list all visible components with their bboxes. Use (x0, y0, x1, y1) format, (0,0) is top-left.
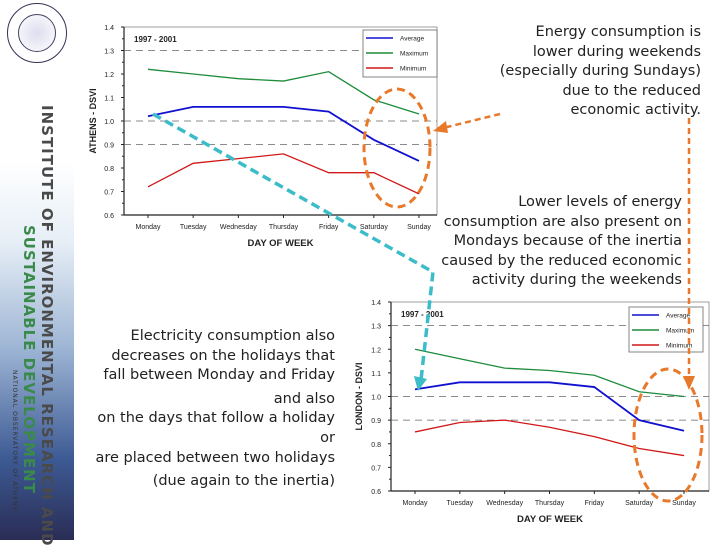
y-tick-label: 0.9 (104, 143, 114, 150)
x-tick-label: Friday (585, 500, 605, 507)
y-axis-label: LONDON - DSVI (354, 362, 364, 430)
legend-label-minimum: Minimum (400, 66, 426, 73)
x-tick-label: Wednesday (486, 500, 523, 507)
chart-athens: 0.6 0.7 0.8 0.9 1.0 1.1 1.2 1.3 1.4 Monday Tuesday… (88, 25, 437, 249)
legend-label-average: Average (666, 313, 690, 320)
chart-london: 0.6 0.7 0.8 0.9 1.0 1.1 1.2 1.3 1.4 Monday Tuesday… (354, 300, 709, 525)
x-tick-label: Thursday (269, 224, 299, 231)
series-line-maximum (415, 349, 684, 396)
x-tick-label: Tuesday (447, 500, 474, 507)
x-tick-label: Sunday (672, 500, 696, 507)
x-axis-label: DAY OF WEEK (248, 238, 314, 249)
y-tick-label: 1.0 (371, 395, 381, 402)
x-tick-label: Friday (319, 224, 339, 231)
y-tick-label: 1.2 (104, 72, 114, 79)
y-axis-label: ATHENS - DSVI (88, 88, 98, 153)
x-axis-label: DAY OF WEEK (517, 514, 583, 525)
y-tick-label: 1.4 (104, 25, 114, 32)
y-tick-label: 1.3 (104, 49, 114, 56)
y-tick-label: 1.3 (371, 324, 381, 331)
x-tick-label: Monday (403, 500, 428, 507)
weekend-highlight-ellipse-london (634, 369, 702, 501)
series-line-minimum (415, 420, 684, 455)
chart-period-label: 1997 - 2001 (401, 310, 444, 319)
arrow-to-athens-weekend (443, 114, 500, 128)
y-tick-label: 1.2 (371, 347, 381, 354)
series-line-average (148, 107, 419, 161)
y-tick-label: 1.1 (104, 96, 114, 103)
y-tick-label: 0.7 (104, 190, 114, 197)
x-tick-label: Monday (136, 224, 161, 231)
y-tick-label: 0.6 (104, 213, 114, 220)
x-tick-label: Thursday (535, 500, 565, 507)
x-tick-label: Sunday (407, 224, 431, 231)
y-tick-label: 0.6 (371, 489, 381, 496)
y-tick-label: 1.4 (371, 300, 381, 307)
y-tick-label: 1.0 (104, 119, 114, 126)
chart-period-label: 1997 - 2001 (134, 35, 177, 44)
x-tick-label: Saturday (360, 224, 389, 231)
x-tick-label: Tuesday (180, 224, 207, 231)
y-tick-label: 0.8 (371, 442, 381, 449)
legend-label-average: Average (400, 36, 424, 43)
x-tick-label: Wednesday (220, 224, 257, 231)
x-tick-label: Saturday (625, 500, 654, 507)
legend-label-maximum: Maximum (400, 51, 428, 58)
series-line-minimum (148, 154, 419, 194)
y-tick-label: 0.9 (371, 418, 381, 425)
arrowhead-icon (433, 121, 448, 133)
y-tick-label: 0.7 (371, 465, 381, 472)
y-tick-label: 0.8 (104, 166, 114, 173)
y-tick-label: 1.1 (371, 371, 381, 378)
